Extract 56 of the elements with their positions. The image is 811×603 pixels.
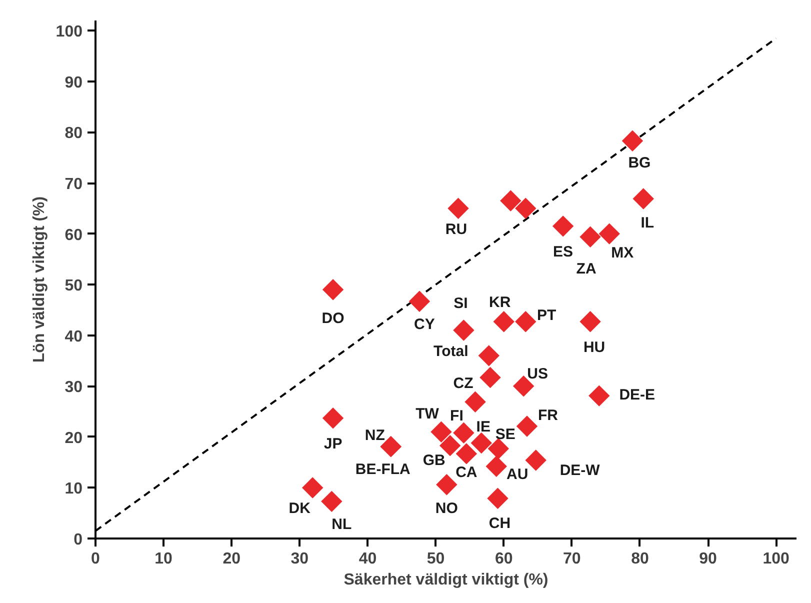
y-tick-label: 40 [64, 328, 83, 346]
y-tick-label: 80 [64, 125, 83, 142]
x-tick-label: 100 [762, 550, 790, 568]
data-label: AU [506, 466, 528, 483]
data-label: DO [322, 310, 345, 328]
data-label: CY [414, 316, 435, 333]
data-label: BE-FLA [355, 461, 411, 478]
data-label: DE-E [619, 386, 656, 404]
data-label: SI [454, 294, 468, 312]
x-tick-label: 20 [222, 550, 241, 568]
x-tick-label: 30 [290, 550, 309, 568]
x-tick-label: 70 [563, 550, 581, 568]
data-label: NZ [364, 427, 385, 444]
data-label: ZA [576, 260, 596, 278]
y-axis-title: Lön väldigt viktigt (%) [30, 196, 48, 363]
y-tick-label: 30 [64, 379, 83, 396]
x-tick-label: 40 [358, 550, 377, 568]
y-tick-label: 50 [64, 278, 83, 295]
data-label: HU [583, 339, 606, 356]
data-label: SE [495, 426, 516, 444]
x-tick-label: 60 [494, 550, 513, 568]
data-label: NO [435, 500, 458, 518]
data-label: TW [416, 405, 440, 422]
y-tick-label: 100 [56, 24, 83, 41]
data-label: ES [553, 244, 574, 261]
data-label: CA [456, 464, 478, 482]
data-label: US [527, 366, 548, 383]
y-tick-label: 10 [64, 480, 83, 498]
data-label: FI [450, 407, 464, 424]
data-label: IE [476, 418, 490, 436]
data-label: GB [422, 452, 446, 470]
data-label: FR [538, 406, 558, 424]
y-tick-label: 70 [64, 176, 83, 194]
y-tick-label: 20 [64, 430, 83, 447]
data-label: CH [488, 514, 511, 532]
data-label: MX [611, 244, 634, 262]
data-label: JP [324, 436, 342, 453]
data-label: KR [489, 294, 511, 312]
y-tick-label: 90 [64, 74, 83, 92]
x-tick-label: 90 [699, 550, 718, 568]
x-tick-label: 10 [154, 550, 173, 568]
data-label: PT [537, 307, 556, 324]
data-label: NL [332, 516, 352, 533]
data-label: CZ [453, 375, 474, 392]
x-axis-title: Säkerhet väldigt viktigt (%) [344, 572, 548, 588]
y-tick-label: 0 [74, 532, 83, 548]
data-label: IL [640, 214, 654, 232]
y-tick-label: 60 [64, 226, 83, 244]
data-label: DK [288, 500, 311, 518]
data-label: BG [628, 154, 651, 172]
data-label: DE-W [560, 462, 601, 479]
x-tick-label: 50 [426, 550, 445, 568]
data-label: Total [434, 343, 468, 360]
x-tick-label: 0 [91, 550, 100, 568]
x-tick-label: 80 [631, 550, 649, 568]
data-label: RU [445, 220, 468, 238]
